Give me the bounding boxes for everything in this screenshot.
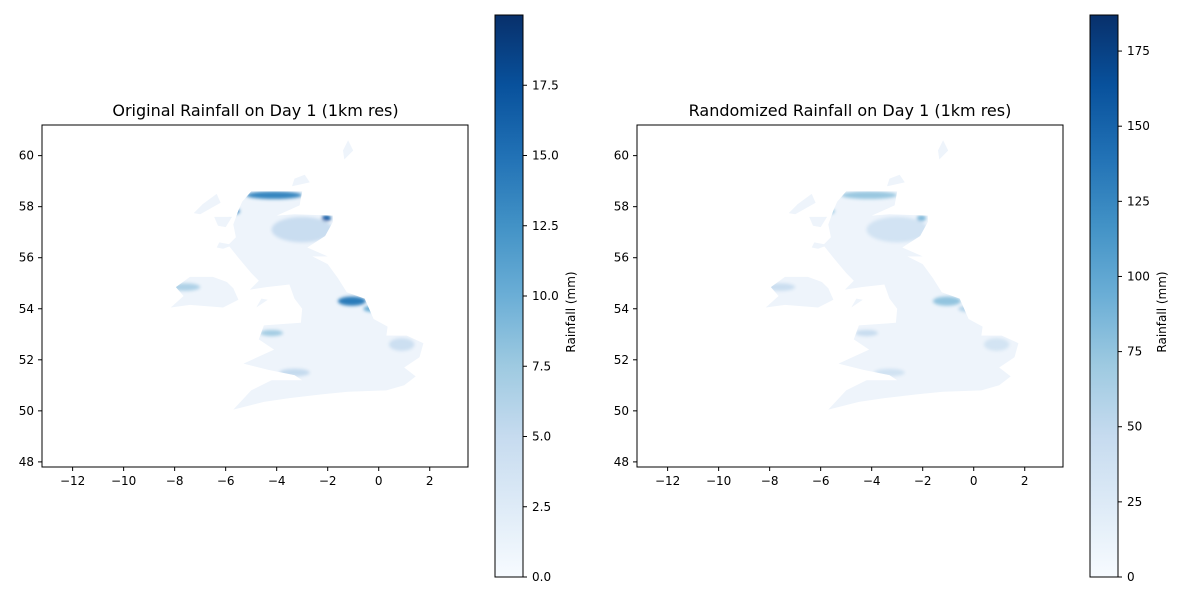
land-island xyxy=(851,298,863,308)
colorbar-label: Rainfall (mm) xyxy=(564,271,578,352)
x-tick-label: −4 xyxy=(268,474,286,488)
y-tick-label: 54 xyxy=(19,302,34,316)
colorbar-tick-label: 125 xyxy=(1127,194,1150,208)
land-island xyxy=(788,193,816,215)
x-tick-label: −10 xyxy=(111,474,136,488)
y-axis: 48 50 52 54 56 58 60 xyxy=(614,149,637,469)
x-tick-label: −12 xyxy=(655,474,680,488)
rain-hotspot xyxy=(260,329,284,337)
colorbar-tick-label: 0 xyxy=(1127,570,1135,584)
y-tick-label: 50 xyxy=(614,404,629,418)
x-tick-label: 2 xyxy=(426,474,434,488)
colorbar-tick-label: 150 xyxy=(1127,119,1150,133)
rain-hotspot xyxy=(271,216,333,243)
plot-frame xyxy=(41,124,469,468)
x-axis: −12 −10 −8 −6 −4 −2 0 2 xyxy=(655,467,1029,488)
land-great-britain xyxy=(823,191,1019,410)
land-island xyxy=(193,193,221,215)
x-tick-label: −12 xyxy=(60,474,85,488)
plot-frame xyxy=(636,124,1064,468)
land-island xyxy=(214,216,232,228)
x-axis: −12 −10 −8 −6 −4 −2 0 2 xyxy=(60,467,434,488)
colorbar-tick-label: 7.5 xyxy=(532,359,551,373)
land-island xyxy=(216,242,234,249)
colorbar-tick-label: 2.5 xyxy=(532,500,551,514)
colorbar-tick-label: 100 xyxy=(1127,269,1150,283)
y-tick-label: 50 xyxy=(19,404,34,418)
rain-hotspot xyxy=(916,215,927,222)
colorbar-tick-label: 15.0 xyxy=(532,149,559,163)
land-island xyxy=(938,140,949,160)
colorbar-gradient xyxy=(494,14,524,578)
y-tick-label: 48 xyxy=(614,455,629,469)
colorbar-tick-label: 17.5 xyxy=(532,78,559,92)
panel-randomized: Randomized Rainfall on Day 1 (1km res) −… xyxy=(614,14,1169,584)
land-great-britain xyxy=(228,191,424,410)
land-island xyxy=(809,216,827,228)
y-tick-label: 60 xyxy=(19,149,34,163)
rain-hotspot xyxy=(388,338,415,351)
y-tick-label: 60 xyxy=(614,149,629,163)
x-tick-label: −2 xyxy=(914,474,932,488)
colorbar-tick-label: 175 xyxy=(1127,44,1150,58)
x-tick-label: −6 xyxy=(812,474,830,488)
map-plot-area: −12 −10 −8 −6 −4 −2 0 2 48 50 52 54 56 58 60 xyxy=(19,124,469,488)
colorbar-tick-label: 50 xyxy=(1127,420,1142,434)
rain-hotspot xyxy=(841,191,898,200)
x-tick-label: −10 xyxy=(706,474,731,488)
land-island xyxy=(256,298,268,308)
land-island xyxy=(292,174,310,187)
colorbar-tick-label: 25 xyxy=(1127,495,1142,509)
land-island xyxy=(343,140,354,160)
map-title: Original Rainfall on Day 1 (1km res) xyxy=(112,101,398,120)
colorbar-tick-label: 10.0 xyxy=(532,289,559,303)
colorbar: 0.0 2.5 5.0 7.5 10.0 12.5 15.0 17.5 Rainfall (m… xyxy=(494,14,578,584)
land-layer xyxy=(765,140,1019,410)
rain-hotspot xyxy=(246,191,303,200)
y-tick-label: 52 xyxy=(19,353,34,367)
colorbar-gradient xyxy=(1089,14,1119,578)
panel-original: Original Rainfall on Day 1 (1km res) −12… xyxy=(19,14,578,584)
y-tick-label: 56 xyxy=(19,251,34,265)
colorbar-ticks: 0 25 50 75 100 125 150 175 xyxy=(1118,44,1150,584)
x-tick-label: −4 xyxy=(863,474,881,488)
y-tick-label: 58 xyxy=(614,200,629,214)
land-island xyxy=(811,242,829,249)
y-tick-label: 56 xyxy=(614,251,629,265)
land-island xyxy=(887,174,905,187)
rain-hotspot xyxy=(866,216,928,243)
colorbar-tick-label: 12.5 xyxy=(532,219,559,233)
colorbar-label: Rainfall (mm) xyxy=(1155,271,1169,352)
map-plot-area: −12 −10 −8 −6 −4 −2 0 2 48 50 52 54 56 58 60 xyxy=(614,124,1064,488)
colorbar-tick-label: 5.0 xyxy=(532,430,551,444)
rain-overlay xyxy=(765,191,1010,377)
x-tick-label: 2 xyxy=(1021,474,1029,488)
x-tick-label: −8 xyxy=(761,474,779,488)
x-tick-label: −2 xyxy=(319,474,337,488)
land-layer xyxy=(170,140,424,410)
rain-hotspot xyxy=(321,215,332,222)
y-axis: 48 50 52 54 56 58 60 xyxy=(19,149,42,469)
rain-hotspot xyxy=(855,329,879,337)
rain-hotspot xyxy=(983,338,1010,351)
y-tick-label: 58 xyxy=(19,200,34,214)
colorbar-tick-label: 75 xyxy=(1127,345,1142,359)
colorbar-tick-label: 0.0 xyxy=(532,570,551,584)
y-tick-label: 52 xyxy=(614,353,629,367)
x-tick-label: 0 xyxy=(375,474,383,488)
y-tick-label: 54 xyxy=(614,302,629,316)
x-tick-label: 0 xyxy=(970,474,978,488)
map-title: Randomized Rainfall on Day 1 (1km res) xyxy=(689,101,1012,120)
rain-hotspot xyxy=(932,296,961,306)
x-tick-label: −6 xyxy=(217,474,235,488)
colorbar: 0 25 50 75 100 125 150 175 Rainfall (mm) xyxy=(1089,14,1169,584)
x-tick-label: −8 xyxy=(166,474,184,488)
rain-hotspot xyxy=(337,296,366,306)
colorbar-ticks: 0.0 2.5 5.0 7.5 10.0 12.5 15.0 17.5 xyxy=(523,78,559,584)
y-tick-label: 48 xyxy=(19,455,34,469)
